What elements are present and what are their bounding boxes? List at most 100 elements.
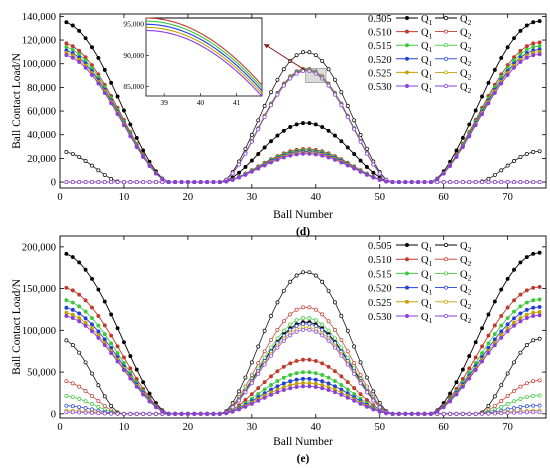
q1-point <box>275 379 280 383</box>
q1-point <box>377 177 382 182</box>
q2-point <box>486 411 491 416</box>
q1-point <box>333 369 337 374</box>
q1-point <box>467 134 472 139</box>
q1-point <box>294 358 299 363</box>
q1-point <box>115 326 120 331</box>
q1-point <box>77 304 82 309</box>
q2-point <box>512 180 516 185</box>
q1-point <box>269 383 273 387</box>
q1-point <box>531 298 536 303</box>
q2-point <box>467 180 472 185</box>
q1-point <box>96 81 101 86</box>
q2-point <box>269 353 273 358</box>
legend-q2-label: Q2 <box>460 28 472 41</box>
q1-point <box>269 374 273 379</box>
q1-point <box>473 340 478 345</box>
q2-point <box>537 180 542 185</box>
q2-point <box>352 361 357 366</box>
q1-point <box>70 288 75 293</box>
legend-q2-subscript: 2 <box>468 245 472 254</box>
q2-point <box>454 411 459 416</box>
q2-point <box>275 336 280 341</box>
q2-point <box>153 180 158 185</box>
q2-point <box>288 312 293 317</box>
legend-q1-marker <box>405 314 409 318</box>
q2-point <box>141 411 146 416</box>
q2-point <box>480 411 484 416</box>
legend-series-name: 0.520 <box>368 55 392 66</box>
q2-point <box>256 118 261 123</box>
legend-q1-subscript: 1 <box>429 302 433 311</box>
legend-series-name: 0.510 <box>368 255 392 266</box>
series <box>64 52 542 185</box>
q2-point <box>352 371 357 376</box>
q1-point <box>460 384 465 389</box>
q1-point <box>109 101 114 106</box>
q1-point <box>492 91 497 95</box>
zoom-arrow <box>263 43 306 71</box>
x-tick-label: 30 <box>247 422 258 433</box>
q1-point <box>531 251 536 256</box>
x-tick-label: 70 <box>502 422 513 433</box>
q2-point <box>115 411 120 416</box>
q1-point <box>422 180 427 185</box>
x-tick-label: 60 <box>438 422 449 433</box>
q2-point <box>339 313 344 318</box>
q2-point <box>358 139 363 144</box>
q1-point <box>90 45 94 50</box>
q1-point <box>275 157 280 162</box>
legend-q2-marker <box>444 285 448 290</box>
q1-point <box>160 409 165 414</box>
q1-point <box>358 169 363 174</box>
series <box>64 19 542 185</box>
q2-point <box>524 395 529 399</box>
legend-q1-label: Q1 <box>421 82 433 95</box>
q2-point <box>473 411 478 416</box>
q1-point <box>365 404 369 409</box>
q2-point <box>320 76 325 81</box>
q1-point <box>102 332 107 337</box>
legend-q2-marker <box>444 70 448 75</box>
q1-point <box>77 52 82 57</box>
q1-point <box>301 376 305 381</box>
legend-q2-label: Q2 <box>460 68 472 81</box>
q1-point <box>518 292 523 297</box>
q1-point <box>480 344 484 349</box>
q1-point <box>416 180 421 185</box>
q2-point <box>294 53 299 58</box>
q2-point <box>301 316 305 321</box>
q1-point <box>121 108 126 113</box>
q2-point <box>77 384 82 389</box>
q1-point <box>435 177 440 182</box>
q1-point <box>77 48 82 53</box>
q2-point <box>333 300 337 305</box>
q1-point <box>70 307 75 312</box>
legend-q2-label: Q2 <box>460 284 472 297</box>
q2-point <box>134 411 139 416</box>
q2-point <box>275 327 280 332</box>
q1-point <box>256 398 261 403</box>
q2-point <box>275 92 280 97</box>
q1-point <box>288 379 293 384</box>
q1-point <box>333 157 337 162</box>
q1-point <box>307 357 312 362</box>
q2-point <box>70 381 75 386</box>
q1-point <box>339 139 344 144</box>
q2-point <box>128 411 133 416</box>
q2-point <box>275 77 280 82</box>
q2-point <box>352 118 357 123</box>
q1-point <box>198 180 203 185</box>
q2-point <box>505 402 510 406</box>
q2-point <box>512 389 516 393</box>
q2-point <box>243 390 248 395</box>
q1-point <box>96 287 101 292</box>
q1-point <box>275 384 280 389</box>
q2-point <box>486 403 491 408</box>
q1-point <box>320 383 325 388</box>
q1-point <box>294 377 299 382</box>
q1-point <box>307 121 312 126</box>
q1-point <box>275 390 280 395</box>
q1-point <box>249 401 254 406</box>
x-tick-label: 20 <box>183 422 194 433</box>
q2-point <box>230 405 235 410</box>
